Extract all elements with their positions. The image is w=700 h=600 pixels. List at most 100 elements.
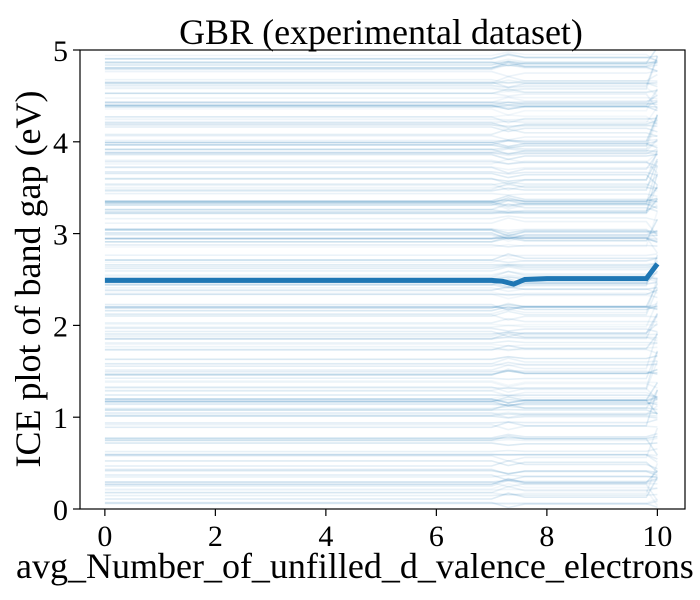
ice-curve <box>104 139 658 146</box>
ice-curve <box>104 289 658 296</box>
ice-curve <box>104 186 659 204</box>
ice-curve <box>104 200 658 207</box>
ice-curve <box>104 263 658 268</box>
ice-curve <box>104 153 659 174</box>
ice-curve <box>104 313 659 335</box>
ice-curve <box>104 357 658 365</box>
ice-curve <box>104 199 658 210</box>
ice-curve <box>104 463 659 496</box>
ice-curve <box>104 435 659 456</box>
ice-curve <box>104 101 658 106</box>
ice-curve <box>104 302 658 310</box>
ice-curve <box>104 228 658 234</box>
ice-curve <box>104 117 658 121</box>
ice-curve <box>104 253 658 257</box>
ice-curve <box>104 201 658 210</box>
ice-curve <box>104 502 658 508</box>
ice-curve <box>104 332 659 371</box>
ice-curve <box>104 134 658 141</box>
y-tick-label: 4 <box>53 127 68 160</box>
ice-curve <box>104 236 658 241</box>
ice-curve <box>104 342 658 347</box>
ice-curve <box>104 331 658 337</box>
ice-curve <box>104 148 658 157</box>
y-tick-label: 5 <box>53 35 68 68</box>
ice-curve <box>104 256 658 264</box>
ice-curve <box>104 398 658 407</box>
x-axis-label: avg_Number_of_unfilled_d_valence_electro… <box>16 546 694 586</box>
ice-curve <box>104 493 658 497</box>
ice-curve <box>104 79 658 86</box>
ice-curve <box>104 138 658 151</box>
ice-curve <box>104 182 658 191</box>
ice-curve <box>104 500 658 509</box>
ice-curve <box>104 340 658 344</box>
ice-curve <box>104 165 659 209</box>
ice-curve <box>104 106 659 125</box>
ice-curve <box>104 435 658 440</box>
ice-curve <box>104 100 658 110</box>
ice-curve <box>104 400 658 407</box>
ice-curve <box>104 119 658 129</box>
ice-curve <box>104 401 658 407</box>
ice-curve <box>104 300 659 328</box>
y-tick-label: 3 <box>53 219 68 252</box>
ice-curve <box>104 92 659 110</box>
ice-curve <box>104 327 658 333</box>
ice-curve <box>104 474 658 478</box>
ice-curve <box>104 173 659 214</box>
ice-curve <box>104 264 658 270</box>
ice-curve <box>104 453 658 457</box>
ice-curve <box>104 469 658 477</box>
ice-curve <box>104 61 658 69</box>
ice-curve <box>104 390 658 398</box>
ice-curve <box>104 380 658 387</box>
ice-curve <box>104 124 658 128</box>
ice-curve <box>104 94 658 104</box>
ice-curve <box>104 203 658 212</box>
ice-curve <box>104 229 658 238</box>
ice-curve <box>104 368 658 376</box>
ice-curve <box>104 120 658 125</box>
ice-curve <box>104 51 658 63</box>
ice-curve <box>104 230 658 240</box>
ice-curve <box>104 482 658 490</box>
x-tick-label: 0 <box>97 520 112 553</box>
ice-curve <box>104 70 658 78</box>
ice-curve <box>104 73 658 84</box>
ice-curve <box>104 488 659 506</box>
ice-curve <box>104 336 658 342</box>
ice-curve <box>104 229 658 237</box>
ice-curve <box>104 114 659 149</box>
ice-curve <box>104 405 658 419</box>
ice-curve <box>104 119 659 151</box>
ice-curve <box>104 283 659 309</box>
ice-curve <box>104 172 658 186</box>
ice-curve <box>104 254 659 289</box>
ice-curve <box>104 322 658 338</box>
ice-curve <box>104 64 658 69</box>
ice-curve <box>104 143 658 148</box>
ice-curve <box>104 88 659 109</box>
ice-curve <box>104 432 658 439</box>
ice-curve <box>104 159 658 174</box>
ice-curve <box>104 139 658 154</box>
x-tick-label: 4 <box>318 520 333 553</box>
ice-curve <box>104 459 658 470</box>
ice-curve <box>104 88 658 95</box>
ice-curve <box>104 96 658 104</box>
ice-curve <box>104 386 658 400</box>
ice-curve <box>104 453 658 463</box>
y-tick-label: 0 <box>53 494 68 527</box>
ice-curve <box>104 498 658 504</box>
ice-curve <box>104 423 658 431</box>
ice-curve <box>104 232 659 254</box>
ice-curve <box>104 408 658 415</box>
ice-curve <box>104 317 658 324</box>
ice-curve <box>104 291 658 299</box>
ice-curve <box>104 411 658 416</box>
ice-curve <box>104 141 658 149</box>
ice-curve <box>104 181 658 190</box>
ice-curve <box>104 228 658 241</box>
